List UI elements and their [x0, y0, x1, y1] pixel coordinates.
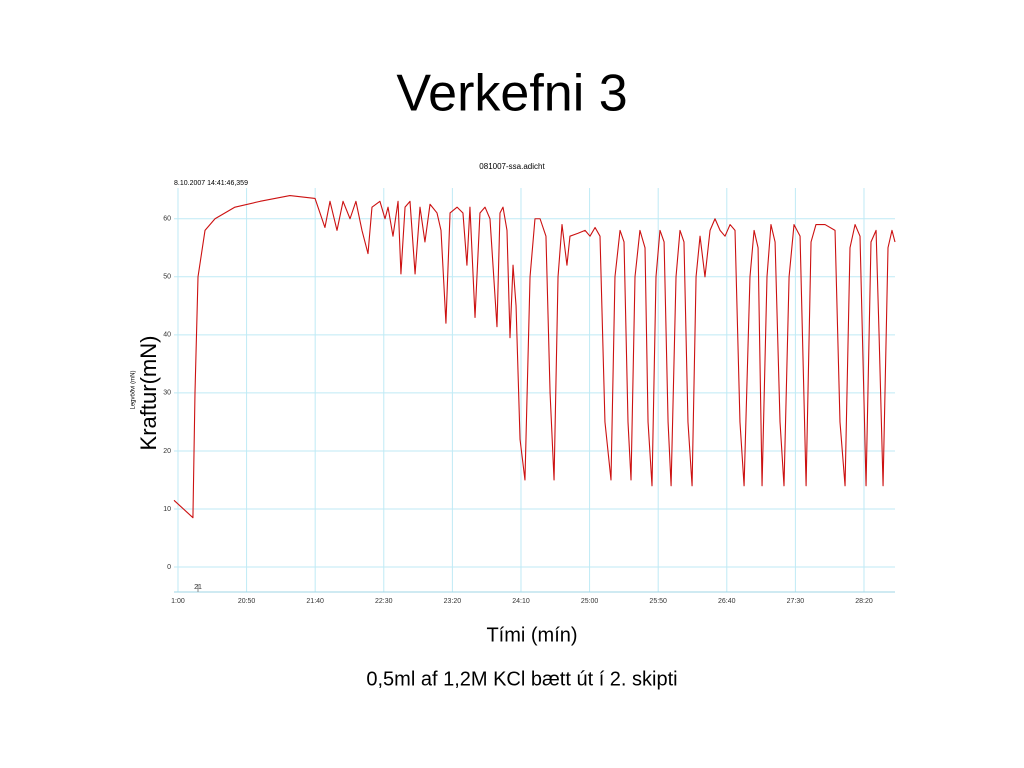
slide-title: Verkefni 3 [396, 65, 627, 123]
x-tick-label: 22:30 [375, 598, 393, 605]
x-tick-label: 24:10 [512, 598, 530, 605]
y-tick-label: 60 [163, 216, 171, 223]
y-axis-label: Legvöðvi (mN) [130, 370, 137, 409]
x-tick-label: 26:40 [718, 598, 736, 605]
x-axis-label: Tími (mín) [486, 624, 577, 646]
data-line [173, 195, 896, 519]
annotation: 21 [194, 584, 202, 591]
x-tick-label: 21:40 [306, 598, 324, 605]
x-tick-label: 25:50 [649, 598, 667, 605]
y-tick-label: 40 [163, 332, 171, 339]
timestamp: 8.10.2007 14:41:46,359 [174, 180, 248, 187]
y-tick-label: 0 [167, 564, 171, 571]
caption: 0,5ml af 1,2M KCl bætt út í 2. skipti [366, 668, 677, 690]
y-tick-label: 20 [163, 448, 171, 455]
x-tick-label: 20:50 [238, 598, 256, 605]
y-tick-label: 30 [163, 390, 171, 397]
x-tick-label: 25:00 [581, 598, 599, 605]
y-tick-label: 50 [163, 274, 171, 281]
y-tick-label: 10 [163, 506, 171, 513]
x-tick-label: 1:00 [171, 598, 185, 605]
plot-area [174, 188, 895, 592]
chart-title: 081007-ssa.adicht [479, 162, 545, 171]
x-tick-label: 23:20 [444, 598, 462, 605]
y-axis-label-overlay: Kraftur(mN) [136, 336, 161, 451]
x-tick-label: 27:30 [787, 598, 805, 605]
x-tick-label: 28:20 [855, 598, 873, 605]
